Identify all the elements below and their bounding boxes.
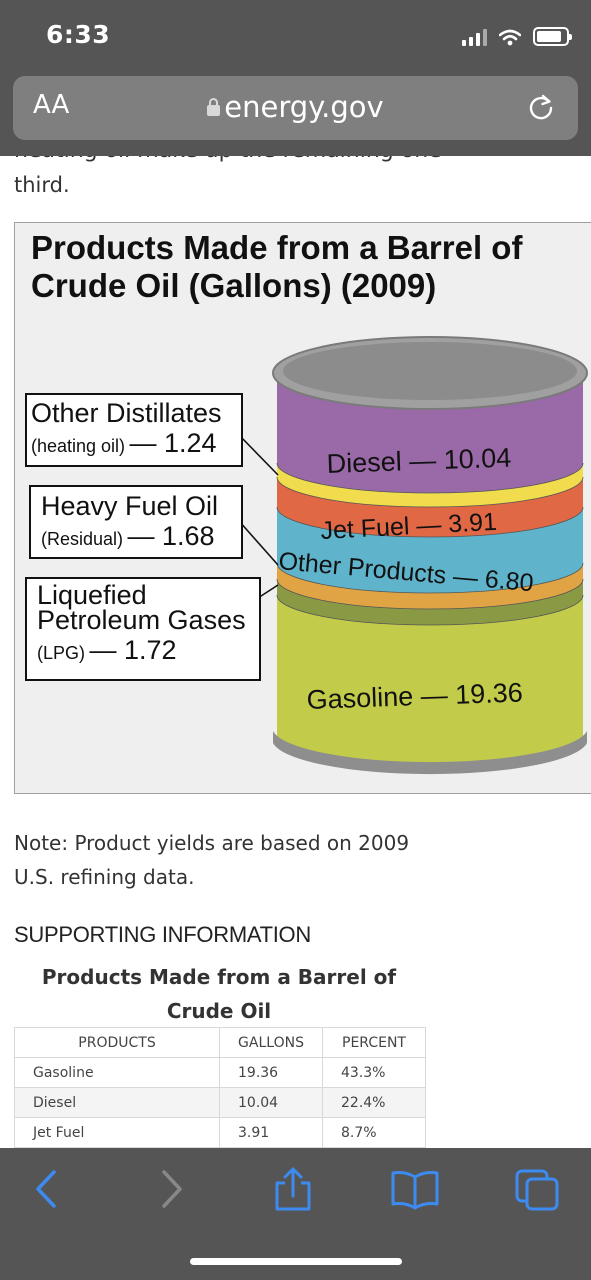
cell-percent: 43.3% — [322, 1057, 426, 1088]
table-row: Gasoline 19.36 43.3% — [14, 1057, 426, 1088]
status-time: 6:33 — [46, 20, 111, 49]
callout-other-distillates: Other Distillates (heating oil) — 1.24 — [25, 393, 243, 467]
column-header-gallons: GALLONS — [219, 1027, 323, 1058]
wifi-icon — [499, 29, 521, 46]
column-header-percent: PERCENT — [322, 1027, 426, 1058]
table-header-row: PRODUCTS GALLONS PERCENT — [14, 1027, 426, 1058]
note-text: Note: Product yields are based on 2009 U… — [14, 831, 410, 889]
callout-name: Other Distillates — [31, 398, 222, 428]
gasoline-band — [277, 591, 583, 767]
cell-gallons: 3.91 — [219, 1117, 323, 1148]
reload-icon[interactable] — [526, 92, 556, 122]
back-icon[interactable] — [30, 1168, 62, 1210]
battery-icon — [533, 27, 572, 46]
browser-address-area: AA energy.gov — [0, 70, 591, 156]
callout-value: — 1.24 — [129, 428, 217, 458]
supporting-heading: SUPPORTING INFORMATION — [14, 922, 311, 947]
cell-product: Gasoline — [14, 1057, 220, 1088]
forward-icon[interactable] — [156, 1168, 188, 1210]
bookmarks-icon[interactable] — [390, 1170, 440, 1210]
table-title: Products Made from a Barrel of Crude Oil — [41, 965, 397, 1023]
cell-product: Jet Fuel — [14, 1117, 220, 1148]
barrel-infographic: Diesel — 10.04 Jet Fuel — 3.91 Other Pro… — [14, 222, 591, 794]
reader-text-size-button[interactable]: AA — [33, 90, 70, 120]
cell-gallons: 10.04 — [219, 1087, 323, 1118]
url-text: energy.gov — [224, 90, 384, 124]
address-bar[interactable]: AA energy.gov — [13, 76, 578, 140]
cellular-signal-icon — [462, 28, 487, 46]
cell-percent: 22.4% — [322, 1087, 426, 1118]
callout-sub: (LPG) — [37, 643, 86, 663]
callout-sub: (heating oil) — [31, 436, 126, 456]
table-row: Jet Fuel 3.91 8.7% — [14, 1117, 426, 1148]
cut-off-paragraph-line: heating oil make up the remaining one — [14, 156, 442, 163]
cell-gallons: 19.36 — [219, 1057, 323, 1088]
status-bar: 6:33 — [0, 0, 591, 70]
callout-value: — 1.68 — [127, 521, 215, 551]
tabs-icon[interactable] — [514, 1168, 562, 1212]
column-header-products: PRODUCTS — [14, 1027, 220, 1058]
lock-icon — [207, 98, 221, 116]
callout-name: Liquefied Petroleum Gases — [37, 580, 246, 635]
callout-name: Heavy Fuel Oil — [41, 491, 219, 521]
table-row: Diesel 10.04 22.4% — [14, 1087, 426, 1118]
callout-sub: (Residual) — [41, 529, 124, 549]
callout-value: — 1.72 — [89, 635, 177, 665]
paragraph-tail: third. — [14, 173, 70, 197]
system-icons — [462, 26, 572, 46]
cell-percent: 8.7% — [322, 1117, 426, 1148]
diesel-label: Diesel — 10.04 — [326, 443, 512, 479]
home-indicator[interactable] — [190, 1258, 402, 1265]
cell-product: Diesel — [14, 1087, 220, 1118]
callout-lpg: Liquefied Petroleum Gases (LPG) — 1.72 — [25, 577, 261, 681]
products-table: PRODUCTS GALLONS PERCENT Gasoline 19.36 … — [14, 1027, 426, 1148]
infographic-title: Products Made from a Barrel of Crude Oil… — [31, 229, 523, 304]
share-icon[interactable] — [272, 1166, 314, 1212]
barrel-bottom-rim — [273, 731, 587, 775]
callout-heavy-fuel-oil: Heavy Fuel Oil (Residual) — 1.68 — [29, 485, 243, 559]
url-display[interactable]: energy.gov — [13, 90, 578, 124]
barrel-illustration: Diesel — 10.04 Jet Fuel — 3.91 Other Pro… — [238, 336, 588, 775]
